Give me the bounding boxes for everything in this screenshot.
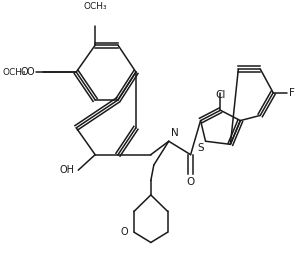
- Text: OH: OH: [59, 165, 74, 175]
- Text: O: O: [120, 227, 128, 237]
- Text: N: N: [171, 128, 178, 138]
- Text: O: O: [21, 67, 28, 77]
- Text: O: O: [27, 67, 34, 77]
- Text: O: O: [187, 177, 195, 188]
- Text: F: F: [289, 88, 295, 98]
- Text: S: S: [197, 143, 204, 153]
- Text: OCH₃: OCH₃: [83, 2, 107, 11]
- Text: Cl: Cl: [215, 90, 226, 100]
- Text: OCH₃: OCH₃: [3, 68, 27, 76]
